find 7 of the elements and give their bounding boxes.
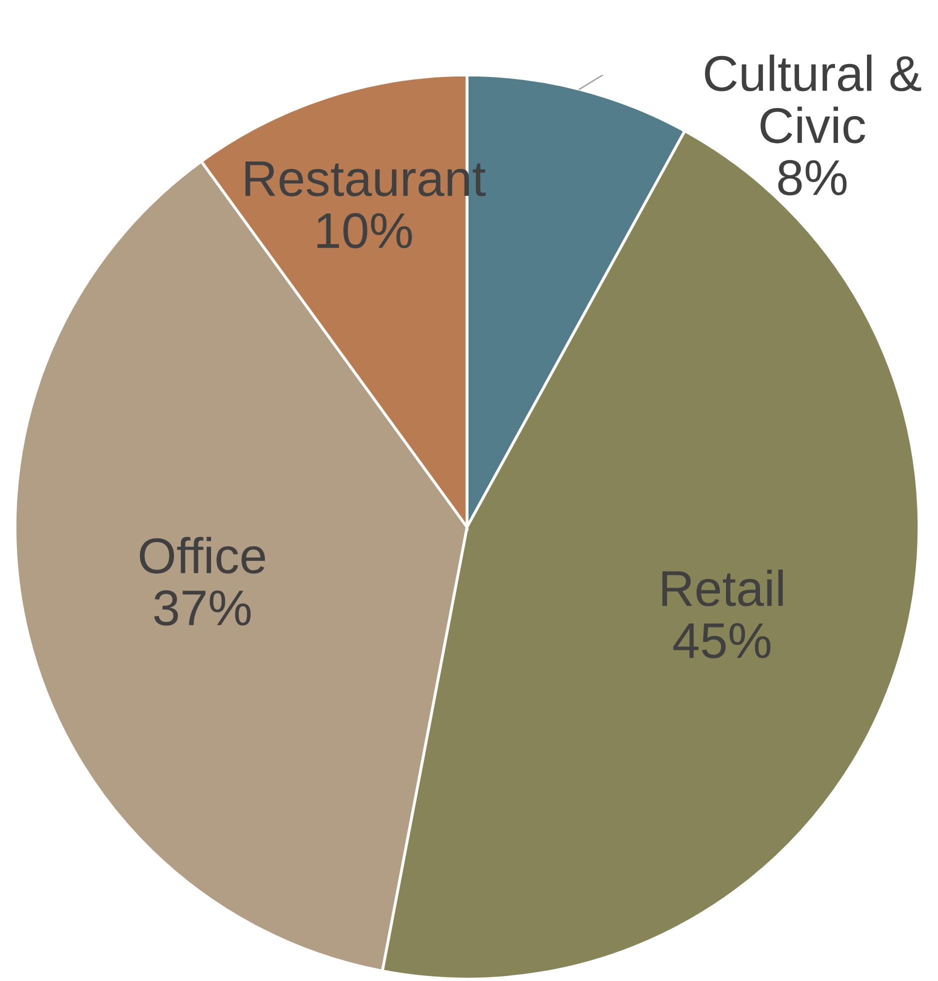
data-label: 45% [673, 623, 770, 658]
slice-label: Cultural & Civic [704, 54, 922, 144]
data-label: 8% [778, 160, 847, 196]
data-label: 37% [154, 590, 251, 626]
slice-label: Retail [662, 570, 783, 606]
data-label: 10% [317, 212, 412, 248]
slice-label: Office [140, 536, 266, 574]
